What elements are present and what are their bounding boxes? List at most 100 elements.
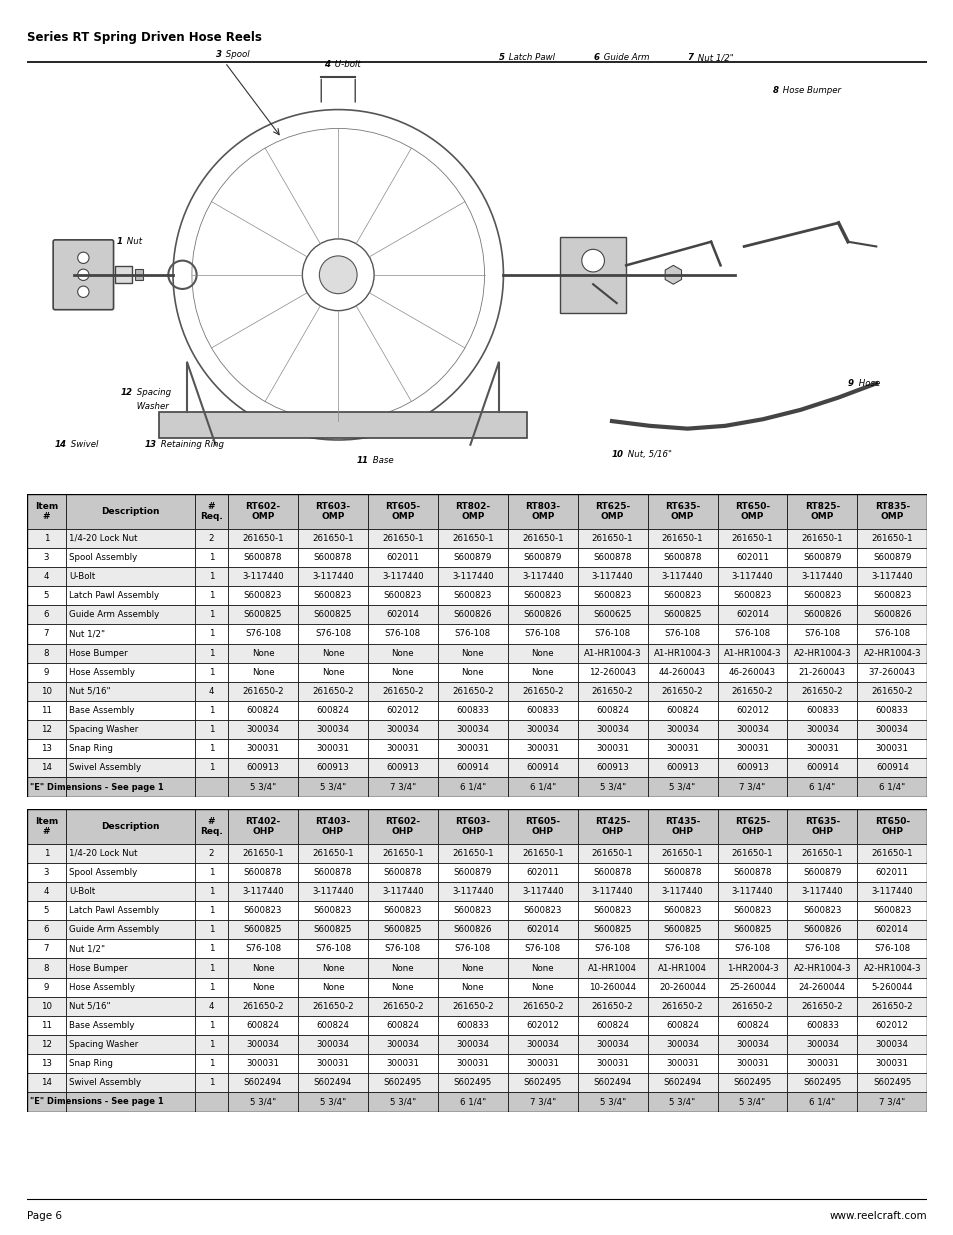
Bar [368,587,437,605]
Bar [857,940,926,958]
Text: 1: 1 [209,706,213,715]
Text: 5 3/4": 5 3/4" [598,783,625,792]
Text: S600878: S600878 [244,553,282,562]
Bar [228,809,297,844]
Text: 261650-2: 261650-2 [521,1002,563,1010]
Bar [66,1055,194,1073]
Text: 300031: 300031 [456,1060,489,1068]
Bar [194,1073,228,1093]
Text: RT603-
OHP: RT603- OHP [455,816,490,836]
Bar [228,1016,297,1035]
Bar [578,1073,647,1093]
Text: "E" Dimensions - See page 1: "E" Dimensions - See page 1 [30,783,164,792]
Bar [297,882,368,902]
Text: 600914: 600914 [875,763,908,772]
Text: None: None [321,648,344,657]
Text: 300034: 300034 [665,1040,699,1049]
Text: 600824: 600824 [316,1021,349,1030]
Text: RT635-
OMP: RT635- OMP [664,501,700,521]
Text: 602011: 602011 [875,868,908,877]
Bar [507,605,578,625]
Bar [66,587,194,605]
Text: S600823: S600823 [523,592,561,600]
Text: A1-HR1004-3: A1-HR1004-3 [723,648,781,657]
Text: 11: 11 [356,456,369,466]
Text: 11: 11 [41,1021,51,1030]
Text: None: None [531,668,554,677]
Text: RT403-
OHP: RT403- OHP [315,816,350,836]
Bar [297,529,368,548]
Bar [194,740,228,758]
Bar [27,758,66,778]
Text: RT835-
OMP: RT835- OMP [874,501,909,521]
Text: 261650-1: 261650-1 [801,848,842,858]
Bar [647,778,717,797]
Bar [194,701,228,720]
Bar [27,529,66,548]
Bar [66,663,194,682]
Bar [786,1093,857,1112]
Bar [786,567,857,587]
Text: S600826: S600826 [872,610,911,620]
Text: 1: 1 [209,553,213,562]
Text: 3-117440: 3-117440 [381,572,423,582]
Text: 261650-2: 261650-2 [661,1002,702,1010]
Bar [717,844,786,863]
Bar [437,529,507,548]
Bar [786,809,857,844]
Text: S600823: S600823 [662,906,701,915]
Text: 3-117440: 3-117440 [871,887,912,897]
Bar [194,720,228,740]
Text: S602494: S602494 [662,1078,701,1087]
Bar [786,529,857,548]
Text: 300034: 300034 [665,725,699,734]
Text: 14: 14 [55,440,67,450]
Bar [297,940,368,958]
Bar [578,1035,647,1055]
Text: 1: 1 [209,868,213,877]
Text: Nut, 5/16": Nut, 5/16" [624,450,672,458]
Bar [66,758,194,778]
Bar [507,643,578,663]
Bar [297,778,368,797]
Text: 3-117440: 3-117440 [312,572,354,582]
Bar [507,920,578,940]
Text: S600879: S600879 [872,553,910,562]
Text: 600824: 600824 [665,1021,699,1030]
Bar [786,1016,857,1035]
Text: 4: 4 [209,687,213,695]
Bar [66,701,194,720]
Text: 3-117440: 3-117440 [521,887,563,897]
Bar [578,643,647,663]
Text: 300034: 300034 [456,725,489,734]
Text: Hose Bumper: Hose Bumper [780,86,841,95]
Bar [578,1093,647,1112]
Text: S600825: S600825 [244,610,282,620]
Text: 261650-2: 261650-2 [591,687,633,695]
Text: 9: 9 [44,983,49,992]
Text: S600878: S600878 [314,868,352,877]
Bar [368,1035,437,1055]
Text: 1: 1 [209,963,213,972]
Bar [507,720,578,740]
Bar [717,682,786,701]
Bar [297,643,368,663]
Bar [857,605,926,625]
Text: S600878: S600878 [733,868,771,877]
Text: Guide Arm Assembly: Guide Arm Assembly [70,925,159,935]
Text: 261650-2: 261650-2 [871,687,912,695]
Text: 261650-1: 261650-1 [731,848,773,858]
Bar [647,844,717,863]
Bar [578,940,647,958]
Text: 261650-1: 261650-1 [871,848,912,858]
Text: 300034: 300034 [246,1040,279,1049]
Bar [368,1093,437,1112]
Bar [507,587,578,605]
Bar [437,682,507,701]
Bar [297,920,368,940]
Text: 6 1/4": 6 1/4" [808,783,835,792]
Bar [437,958,507,978]
Text: 3: 3 [44,868,49,877]
Text: Hose Assembly: Hose Assembly [70,668,135,677]
Text: 602014: 602014 [875,925,908,935]
